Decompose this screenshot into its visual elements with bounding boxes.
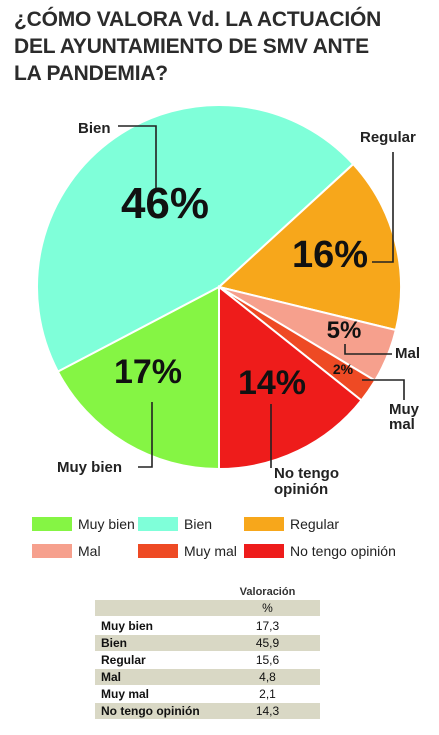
table-row: Muy bien 17,3 xyxy=(95,618,320,634)
table-cell-category: Regular xyxy=(101,653,146,667)
table-row: Regular 15,6 xyxy=(95,652,320,668)
legend-item-muy-mal: Muy mal xyxy=(138,543,237,559)
title-line-1: ¿CÓMO VALORA Vd. LA ACTUACIÓN xyxy=(14,8,382,31)
legend-swatch xyxy=(138,544,178,558)
table-row: No tengo opinión 14,3 xyxy=(95,703,320,719)
callout-line-mal xyxy=(344,344,392,355)
pie-label-muy-bien: 17% xyxy=(114,353,182,391)
legend-item-mal: Mal xyxy=(32,543,101,559)
table-row: Bien 45,9 xyxy=(95,635,320,651)
legend-swatch xyxy=(138,517,178,531)
table-unit: % xyxy=(262,601,273,615)
pie-slice-regular xyxy=(216,162,402,332)
pie-label-regular: 16% xyxy=(292,234,368,276)
legend-swatch xyxy=(32,517,72,531)
legend-swatch xyxy=(244,544,284,558)
legend-label: Mal xyxy=(78,543,101,559)
table-cell-value: 17,3 xyxy=(255,619,280,633)
table-row: Muy mal 2,1 xyxy=(95,686,320,702)
table-cell-value: 4,8 xyxy=(259,670,276,684)
pie-label-mal: 5% xyxy=(327,317,362,344)
table-header-label: Valoración xyxy=(239,586,296,598)
pie-label-bien: 46% xyxy=(121,179,209,228)
legend-label: No tengo opinión xyxy=(290,543,396,559)
table-cell-category: No tengo opinión xyxy=(101,704,200,718)
pie-slice-muy-bien xyxy=(56,285,220,471)
table-cell-category: Bien xyxy=(101,636,128,650)
table-cell-value: 2,1 xyxy=(259,687,276,701)
table-cell-value: 45,9 xyxy=(255,636,280,650)
callout-label-no-opinion: No tengo xyxy=(274,465,339,482)
legend-swatch xyxy=(32,544,72,558)
table-unit-row: % xyxy=(95,600,320,616)
callout-label-regular: Regular xyxy=(360,129,416,146)
legend-item-muy-bien: Muy bien xyxy=(32,516,135,532)
legend-item-no-tengo-opinion: No tengo opinión xyxy=(244,543,396,559)
legend-label: Muy mal xyxy=(184,543,237,559)
table-row: Mal 4,8 xyxy=(95,669,320,685)
callout-line-bien xyxy=(118,125,157,188)
title-line-3: LA PANDEMIA? xyxy=(14,62,168,85)
callout-label-bien: Bien xyxy=(78,120,111,137)
chart-title: ¿CÓMO VALORA Vd. LA ACTUACIÓN DEL AYUNTA… xyxy=(14,6,434,87)
callout-label-muy-mal: mal xyxy=(389,416,415,433)
table-cell-value: 15,6 xyxy=(255,653,280,667)
table-cell-category: Mal xyxy=(101,670,122,684)
callout-label-mal: Mal xyxy=(395,345,420,362)
pie-slice-bien xyxy=(36,104,355,374)
table-cell-value: 14,3 xyxy=(255,704,280,718)
table-cell-category: Muy bien xyxy=(101,619,154,633)
callout-line-regular xyxy=(372,152,394,263)
pie-label-muy-mal: 2% xyxy=(333,361,354,377)
callout-label-muy-mal: Muy xyxy=(389,401,420,418)
legend-swatch xyxy=(244,517,284,531)
legend-item-regular: Regular xyxy=(244,516,339,532)
callout-label-muy-bien: Muy bien xyxy=(57,459,122,476)
legend-label: Muy bien xyxy=(78,516,135,532)
legend-label: Regular xyxy=(290,516,340,532)
pie-slice-no-tengo-opinion xyxy=(218,284,363,471)
title-line-2: DEL AYUNTAMIENTO DE SMV ANTE xyxy=(14,35,369,58)
callout-label-no-opinion: opinión xyxy=(274,481,328,498)
legend-label: Bien xyxy=(184,516,213,532)
callout-line-muy-bien xyxy=(138,402,153,468)
legend-item-bien: Bien xyxy=(138,516,212,532)
table-cell-category: Muy mal xyxy=(101,687,150,701)
pie-label-no-tengo-opinion: 14% xyxy=(238,364,306,402)
callout-line-muy-mal xyxy=(362,379,405,400)
